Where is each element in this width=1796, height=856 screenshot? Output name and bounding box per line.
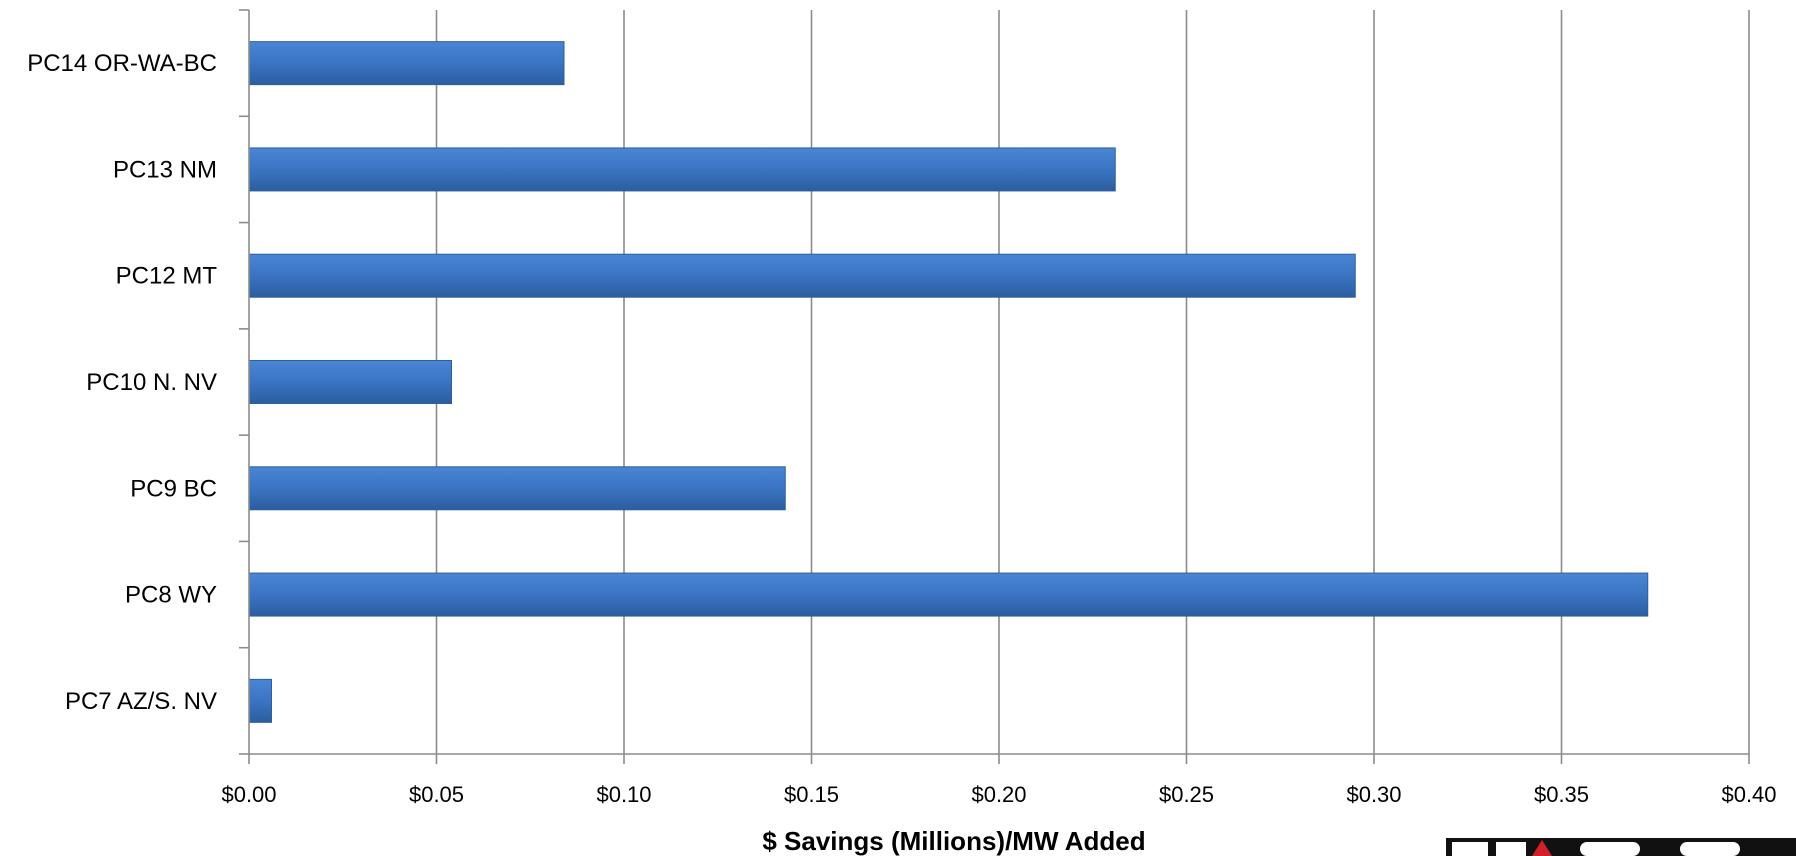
logo-letter-shape (1680, 842, 1740, 856)
logo-letter-shape (1452, 842, 1488, 856)
x-tick-label: $0.25 (1159, 782, 1214, 807)
x-tick-label: $0.20 (971, 782, 1026, 807)
category-label: PC13 NM (113, 156, 217, 183)
bar (248, 466, 786, 511)
category-label: PC12 MT (116, 263, 218, 290)
category-label: PC7 AZ/S. NV (65, 688, 217, 715)
x-axis-title: $ Savings (Millions)/MW Added (762, 826, 1145, 856)
x-tick-label: $0.15 (784, 782, 839, 807)
logo-letter-shape (1580, 842, 1640, 856)
bar (248, 147, 1116, 192)
bars (248, 41, 1649, 723)
category-label: PC8 WY (125, 582, 217, 609)
bar (248, 678, 272, 723)
x-tick-label: $0.05 (409, 782, 464, 807)
x-tick-label: $0.00 (221, 782, 276, 807)
x-tick-label: $0.10 (596, 782, 651, 807)
bar (248, 253, 1356, 298)
logo-letter-shape (1496, 842, 1526, 856)
category-label: PC10 N. NV (86, 369, 217, 396)
bar (248, 572, 1649, 617)
logo (1446, 838, 1796, 856)
axes (239, 9, 1750, 764)
x-tick-label: $0.30 (1346, 782, 1401, 807)
bar (248, 360, 452, 404)
x-tick-label: $0.35 (1534, 782, 1589, 807)
category-label: PC14 OR-WA-BC (27, 50, 217, 77)
x-tick-label: $0.40 (1721, 782, 1776, 807)
logo-red-mark (1532, 840, 1552, 856)
gridlines (435, 10, 1750, 754)
labels: $0.00 $0.05 $0.10 $0.15 $0.20 $0.25 $0.30 $0.35… (27, 50, 1776, 807)
bar (248, 41, 565, 86)
category-label: PC9 BC (130, 475, 217, 502)
